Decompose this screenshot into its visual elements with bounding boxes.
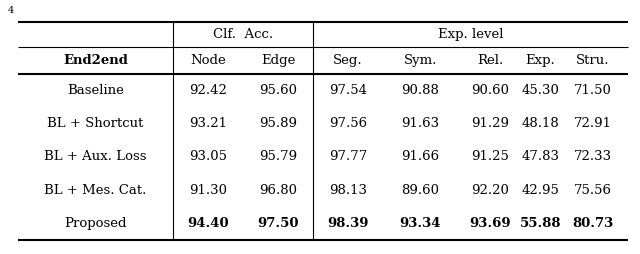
Text: Rel.: Rel. — [477, 54, 504, 67]
Text: Edge: Edge — [261, 54, 295, 67]
Text: 47.83: 47.83 — [522, 151, 559, 164]
Text: 97.56: 97.56 — [329, 117, 367, 130]
Text: 97.50: 97.50 — [257, 217, 299, 230]
Text: 96.80: 96.80 — [259, 184, 297, 197]
Text: 95.79: 95.79 — [259, 151, 297, 164]
Text: 72.33: 72.33 — [574, 151, 612, 164]
Text: 91.63: 91.63 — [401, 117, 440, 130]
Text: Exp. level: Exp. level — [438, 28, 503, 41]
Text: 71.50: 71.50 — [574, 84, 612, 97]
Text: 89.60: 89.60 — [401, 184, 440, 197]
Text: 92.20: 92.20 — [472, 184, 509, 197]
Text: 91.30: 91.30 — [189, 184, 227, 197]
Text: 91.29: 91.29 — [472, 117, 509, 130]
Text: 93.69: 93.69 — [470, 217, 511, 230]
Text: 92.42: 92.42 — [189, 84, 227, 97]
Text: 93.34: 93.34 — [400, 217, 441, 230]
Text: Node: Node — [190, 54, 226, 67]
Text: 4: 4 — [8, 6, 14, 15]
Text: 55.88: 55.88 — [520, 217, 561, 230]
Text: 93.05: 93.05 — [189, 151, 227, 164]
Text: 98.39: 98.39 — [327, 217, 369, 230]
Text: 91.25: 91.25 — [472, 151, 509, 164]
Text: 75.56: 75.56 — [574, 184, 612, 197]
Text: 97.77: 97.77 — [329, 151, 367, 164]
Text: Stru.: Stru. — [576, 54, 610, 67]
Text: BL + Shortcut: BL + Shortcut — [47, 117, 144, 130]
Text: 95.60: 95.60 — [259, 84, 297, 97]
Text: 97.54: 97.54 — [329, 84, 367, 97]
Text: Seg.: Seg. — [333, 54, 363, 67]
Text: 95.89: 95.89 — [259, 117, 297, 130]
Text: 91.66: 91.66 — [401, 151, 440, 164]
Text: 93.21: 93.21 — [189, 117, 227, 130]
Text: 90.88: 90.88 — [401, 84, 440, 97]
Text: BL + Aux. Loss: BL + Aux. Loss — [44, 151, 147, 164]
Text: Clf.  Acc.: Clf. Acc. — [213, 28, 273, 41]
Text: Proposed: Proposed — [64, 217, 127, 230]
Text: 48.18: 48.18 — [522, 117, 559, 130]
Text: 94.40: 94.40 — [187, 217, 229, 230]
Text: 80.73: 80.73 — [572, 217, 614, 230]
Text: BL + Mes. Cat.: BL + Mes. Cat. — [44, 184, 147, 197]
Text: Baseline: Baseline — [67, 84, 124, 97]
Text: 90.60: 90.60 — [472, 84, 509, 97]
Text: Sym.: Sym. — [404, 54, 437, 67]
Text: End2end: End2end — [63, 54, 128, 67]
Text: 45.30: 45.30 — [522, 84, 559, 97]
Text: 42.95: 42.95 — [522, 184, 559, 197]
Text: 72.91: 72.91 — [574, 117, 612, 130]
Text: 98.13: 98.13 — [329, 184, 367, 197]
Text: Exp.: Exp. — [525, 54, 556, 67]
